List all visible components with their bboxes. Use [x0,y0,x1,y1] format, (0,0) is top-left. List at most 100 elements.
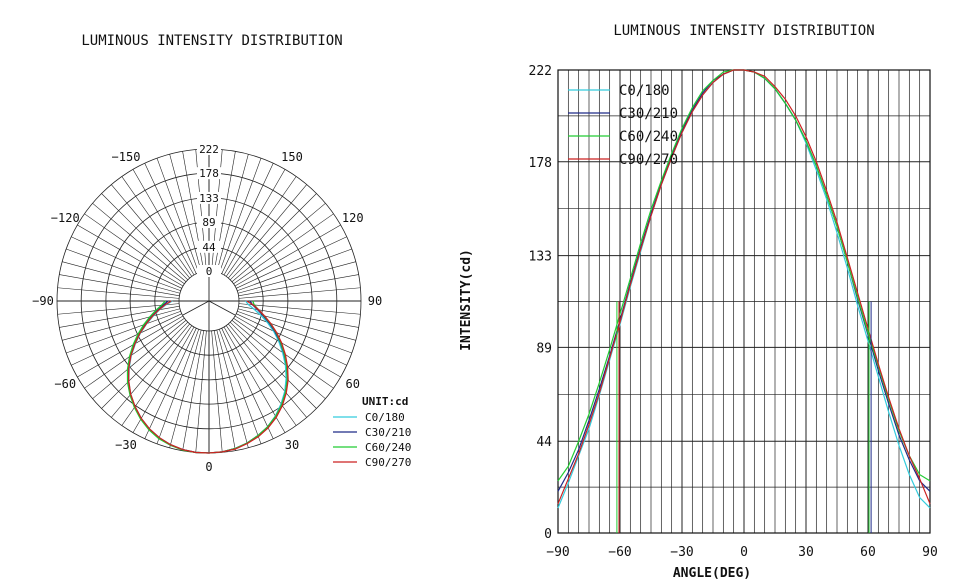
polar-spoke [228,184,307,279]
x-tick-label: −60 [608,545,631,560]
cartesian-grid [557,69,931,534]
polar-legend-label: C60/240 [365,441,411,454]
polar-spoke [225,176,297,277]
polar-spoke [59,274,180,297]
polar-radial-label-bg [197,191,221,204]
cartesian-legend-label: C30/210 [619,106,678,122]
polar-angle-label: 60 [346,377,360,391]
polar-legend: C0/180 C30/210 C60/240 C90/270 [333,411,411,469]
polar-angle-label: 30 [285,438,299,452]
cartesian-legend-label: C90/270 [619,152,678,168]
polar-spoke [221,328,274,439]
polar-radial-label: 133 [199,192,219,205]
polar-angle-label: −150 [112,150,141,164]
polar-radial-label: 89 [202,216,215,229]
polar-spoke [156,158,200,273]
y-tick-label: 178 [529,156,552,171]
cartesian-series-c90-270 [557,69,931,505]
polar-spoke [57,303,180,315]
polar-spoke [66,310,181,354]
polar-radial-label-bg [197,143,221,155]
polar-angle-label: −120 [51,211,80,225]
polar-spoke [223,169,286,276]
polar-center-line [182,300,210,316]
polar-spoke [231,203,326,282]
y-tick-label: 133 [529,250,552,265]
polar-spoke [92,320,187,399]
polar-spoke [195,330,207,453]
polar-grid [56,148,362,454]
y-axis-label: INTENSITY(cd) [459,249,474,351]
polar-chart: LUMINOUS INTENSITY DISTRIBUTION 0 44 89 133… [32,33,411,474]
polar-spoke [71,236,182,289]
polar-spoke [237,248,352,292]
polar-legend-label: C0/180 [365,411,405,424]
polar-spoke [223,326,286,433]
cartesian-legend: C0/180 C30/210 C60/240 C90/270 [568,83,678,168]
polar-spoke [111,323,190,418]
polar-spoke [77,315,184,378]
polar-spoke [236,236,347,289]
cartesian-chart-title: LUMINOUS INTENSITY DISTRIBUTION [613,23,874,39]
polar-spoke [156,329,200,444]
polar-spoke [236,313,347,366]
polar-radial-label-bg [197,216,221,229]
polar-spoke [59,305,180,328]
polar-spoke [77,224,184,287]
cartesian-tick-labels: −90 −60 −30 0 30 60 90 0 44 89 133 178 222 [529,64,938,560]
x-tick-label: 30 [798,545,814,560]
polar-spoke [169,154,202,273]
polar-chart-title: LUMINOUS INTENSITY DISTRIBUTION [81,33,342,49]
polar-spoke [238,303,361,315]
cartesian-curves [557,69,931,533]
polar-spoke [231,320,326,399]
polar-spoke [237,308,356,341]
polar-angle-label: 150 [281,150,303,164]
polar-spoke [221,163,274,274]
polar-angle-label: −60 [54,377,76,391]
polar-spoke [121,176,193,277]
y-tick-label: 44 [536,435,552,450]
x-tick-label: −90 [546,545,569,560]
polar-radial-label: 222 [199,143,219,156]
polar-radial-label: 0 [206,265,213,278]
polar-radial-label-bg [197,265,221,277]
polar-spoke [233,213,334,285]
polar-spoke [225,325,297,426]
polar-spoke [237,261,356,294]
polar-spoke [111,184,190,279]
polar-spoke [144,163,197,274]
polar-spoke [62,261,181,294]
polar-series-c90-270 [128,300,289,454]
polar-spoke [237,310,352,354]
polar-spoke [144,328,197,439]
x-axis-label: ANGLE(DEG) [673,566,751,581]
polar-spoke [230,193,317,280]
polar-spoke [169,329,202,448]
polar-spoke [238,287,361,299]
polar-radial-label-bg [197,167,221,180]
polar-angle-label: 0 [205,460,212,474]
polar-center-line [208,300,236,316]
polar-legend-label: C30/210 [365,426,411,439]
x-tick-label: 90 [922,545,938,560]
polar-curves [126,300,289,454]
polar-spoke [84,213,185,285]
polar-spoke [218,329,262,444]
cartesian-legend-label: C0/180 [619,83,670,99]
polar-spoke [57,287,180,299]
polar-spoke [92,203,187,282]
polar-spoke [101,322,188,409]
polar-angle-label: 90 [368,294,382,308]
cartesian-legend-label: C60/240 [619,129,678,145]
polar-spoke [66,248,181,292]
polar-spoke [216,329,249,448]
polar-spoke [238,274,359,297]
polar-spoke [216,154,249,273]
polar-spoke [132,169,195,276]
y-tick-label: 89 [536,341,552,356]
cartesian-chart: LUMINOUS INTENSITY DISTRIBUTION −90 −60 −3… [459,23,938,581]
polar-spoke [101,193,188,280]
polar-spoke [234,315,341,378]
